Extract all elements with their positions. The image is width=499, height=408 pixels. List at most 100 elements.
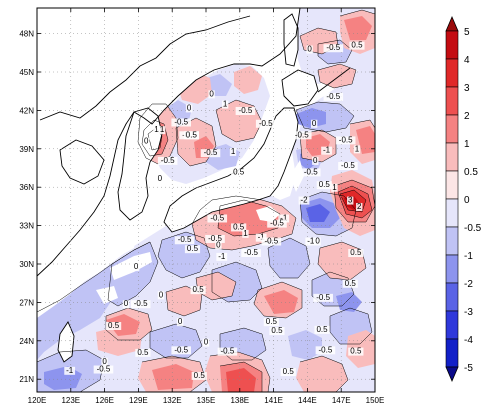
pacific-coast-gap <box>290 160 304 192</box>
lat-tick-label: 30N <box>19 260 34 269</box>
contour-value-label: -0.5 <box>204 148 218 157</box>
contour-value-label: 1 <box>332 183 337 192</box>
contour-value-label: 0 <box>307 45 312 54</box>
contour-value-label: -0.5 <box>304 167 318 176</box>
colorbar-tick-label: -0.5 <box>464 223 482 234</box>
contour-value-label: -0.5 <box>316 293 330 302</box>
contour-value-label: -1 <box>323 146 331 155</box>
contour-value-label: 0.5 <box>193 285 205 294</box>
asian-continent <box>37 8 300 280</box>
continent-coastline <box>37 8 301 277</box>
sakhalin <box>284 14 298 66</box>
contour-value-label: 0.5 <box>319 180 331 189</box>
land-masses <box>37 8 318 362</box>
contour-value-label: 0.5 <box>350 347 362 356</box>
contour-value-label: 0.5 <box>351 41 363 50</box>
colorbar-tick-label: -3 <box>464 307 473 318</box>
map-axes: 120E 123E 126E 129E 132E 135E 138E 141E 144E 147E… <box>19 8 384 405</box>
coastal-missing-band <box>37 236 136 318</box>
contour-value-label: 0.5 <box>137 348 149 357</box>
lon-tick-label: 132E <box>163 396 182 405</box>
colorbar: 5 4 3 2 1 0.5 0 -0.5 -1 -2 -3 -4 -5 <box>445 15 482 383</box>
lon-tick-label: 123E <box>61 396 80 405</box>
contour-value-label: -0.5 <box>221 347 235 356</box>
contour-value-label: 0.5 <box>233 167 245 176</box>
taiwan-coastline <box>57 321 75 363</box>
kuril-islands <box>317 67 351 93</box>
contour-value-label: 0 <box>216 240 221 249</box>
colorbar-tick-label: 0.5 <box>464 167 478 178</box>
contour-value-label: -0.5 <box>319 345 333 354</box>
lat-tick-label: 24N <box>19 337 34 346</box>
contour-value-label: 0.5 <box>266 317 278 326</box>
colorbar-tick-label: -2 <box>464 279 473 290</box>
contour-value-label: -0.5 <box>97 365 111 374</box>
colorbar-tick-label: -4 <box>464 335 473 346</box>
lat-tick-label: 21N <box>19 375 34 384</box>
lat-tick-label: 45N <box>19 68 34 77</box>
colorbar-cell <box>445 198 459 228</box>
contour-value-label: 1 <box>154 125 159 134</box>
contour-value-label: -2 <box>300 196 308 205</box>
contour-value-label: 0.5 <box>345 279 357 288</box>
contour-value-label: 0 <box>159 290 164 299</box>
korean-peninsula <box>118 108 162 220</box>
colorbar-cell <box>445 30 459 60</box>
coastal-missing-patch <box>96 286 118 304</box>
lon-tick-label: 141E <box>264 396 283 405</box>
lon-tick-label: 135E <box>197 396 216 405</box>
contour-value-label: -0.5 <box>270 219 284 228</box>
lon-tick-label: 147E <box>332 396 351 405</box>
contour-value-label: -0.5 <box>339 135 353 144</box>
contour-value-label: 0 <box>313 156 318 165</box>
contour-value-label: -1 <box>307 237 315 246</box>
japan-main-islands <box>164 108 298 232</box>
bohai-coastline <box>59 139 105 185</box>
contour-value-label: 0 <box>204 338 209 347</box>
contour-value-label: -0.5 <box>326 92 340 101</box>
contour-value-label: 0.5 <box>350 248 362 257</box>
contour-value-label: -0.5 <box>239 106 253 115</box>
colorbar-cell <box>445 142 459 172</box>
contour-value-label: 0 <box>315 237 320 246</box>
contour-value-label: 0 <box>312 119 317 128</box>
contour-value-label: 0 <box>158 174 163 183</box>
lat-tick-label: 42N <box>19 106 34 115</box>
contour-value-label: -0.5 <box>341 161 355 170</box>
contour-value-label: 0.5 <box>194 371 206 380</box>
contour-value-label: 2 <box>357 202 362 211</box>
lon-tick-label: 144E <box>298 396 317 405</box>
contour-value-label: -0.5 <box>174 345 188 354</box>
contour-value-label: 0 <box>209 89 214 98</box>
contour-value-label: 0 <box>102 357 107 366</box>
hokkaido <box>282 70 318 106</box>
contour-value-label: -0.5 <box>259 119 273 128</box>
contour-value-label: 1 <box>160 125 165 134</box>
lon-tick-label: 138E <box>230 396 249 405</box>
colorbar-tick-label: 3 <box>464 83 470 94</box>
ryukyu-gap <box>110 252 152 280</box>
colorbar-max-triangle <box>445 15 459 32</box>
colorbar-cell <box>445 310 459 340</box>
contour-value-label: -1 <box>258 233 266 242</box>
colorbar-cell <box>445 170 459 200</box>
contour-value-label: -0.5 <box>244 248 258 257</box>
colorbar-tick-label: 2 <box>464 111 470 122</box>
colorbar-cell <box>445 58 459 88</box>
hokkaido-coastline <box>281 69 319 107</box>
colorbar-cell <box>445 338 459 368</box>
lat-tick-label: 27N <box>19 298 34 307</box>
colorbar-tick-label: -5 <box>464 363 473 374</box>
contour-value-label: -0.5 <box>208 234 222 243</box>
contour-value-label: 0.5 <box>316 325 328 334</box>
colorbar-tick-label: 4 <box>464 55 470 66</box>
contour-value-label: 0.5 <box>271 326 283 335</box>
lat-tick-label: 33N <box>19 222 34 231</box>
contour-value-label: -0.5 <box>326 43 340 52</box>
contour-value-label: 3 <box>348 196 353 205</box>
colorbar-cell <box>445 254 459 284</box>
contour-value-label: 1 <box>223 100 228 109</box>
contour-value-label: 0 <box>124 299 129 308</box>
colorbar-tick-label: 1 <box>464 139 470 150</box>
